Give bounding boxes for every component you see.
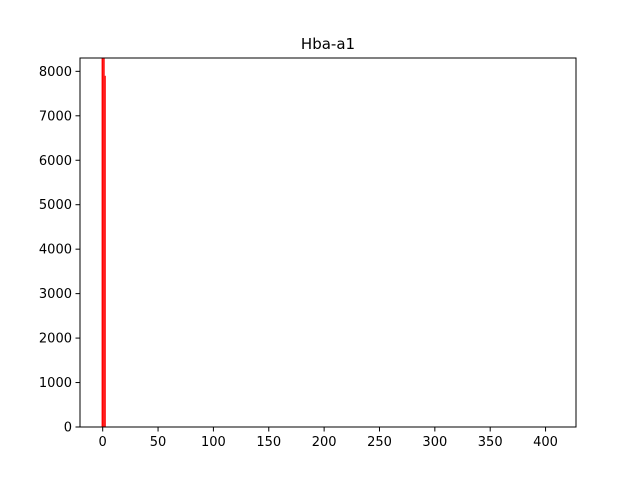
x-axis-ticks: 0 50 100 150 200 250 300 350 400 <box>99 427 558 450</box>
y-tick-label: 4000 <box>39 243 72 258</box>
plot-frame <box>79 57 577 428</box>
y-tick-label: 2000 <box>39 332 72 347</box>
bars-group <box>101 58 106 427</box>
x-tick-label: 400 <box>533 435 558 450</box>
y-axis-ticks: 0 1000 2000 3000 4000 5000 6000 7000 8000 <box>39 65 80 436</box>
x-tick-label: 250 <box>367 435 392 450</box>
y-tick-label: 3000 <box>39 287 72 302</box>
x-tick-label: 350 <box>478 435 503 450</box>
y-tick-label: 6000 <box>39 154 72 169</box>
y-tick-label: 1000 <box>39 376 72 391</box>
y-tick-label: 0 <box>64 421 72 436</box>
x-tick-label: 300 <box>422 435 447 450</box>
histogram-bar-1 <box>103 58 105 427</box>
y-tick-label: 7000 <box>39 109 72 124</box>
y-tick-label: 8000 <box>39 65 72 80</box>
x-tick-label: 50 <box>150 435 167 450</box>
histogram-bar-0 <box>101 58 104 427</box>
histogram-bar-2 <box>104 75 106 427</box>
x-tick-label: 100 <box>201 435 226 450</box>
y-tick-label: 5000 <box>39 198 72 213</box>
x-tick-label: 200 <box>312 435 337 450</box>
x-tick-label: 150 <box>256 435 281 450</box>
chart-title: Hba-a1 <box>301 35 355 53</box>
x-tick-label: 0 <box>99 435 107 450</box>
